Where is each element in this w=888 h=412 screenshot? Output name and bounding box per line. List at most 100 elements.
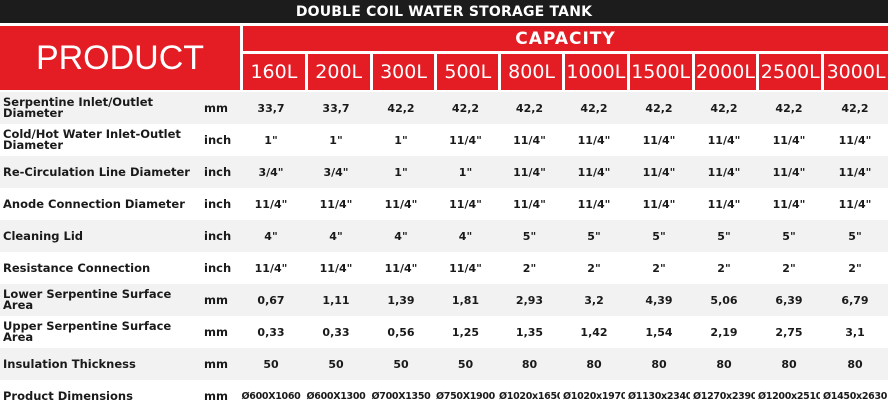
row-label: Serpentine Inlet/Outlet Diameter [3, 95, 154, 120]
table-cell: 2" [782, 261, 796, 275]
table-cell: 42,2 [841, 101, 869, 115]
table-cell: 11/4" [449, 133, 482, 147]
table-cell: Ø1130x2340 [628, 390, 690, 402]
table-cell: 5,06 [710, 293, 738, 307]
capacity-cell: 200L [307, 54, 370, 90]
table-cell: 11/4" [513, 133, 546, 147]
table-cell: 11/4" [772, 197, 806, 211]
table-cell: 0,33 [322, 325, 350, 339]
table-cell: 5" [522, 229, 537, 243]
table-cell: 11/4" [642, 165, 676, 179]
table-cell: 1" [394, 165, 408, 179]
table-cell: 80 [586, 357, 602, 371]
table-cell: 2" [587, 261, 601, 275]
table-cell: 5" [848, 229, 862, 243]
table-cell: 1,35 [515, 325, 544, 339]
table-cell: 42,2 [710, 101, 738, 115]
table-cell: Ø600X1060 [241, 390, 301, 402]
table-cell: 42,2 [580, 101, 608, 115]
capacity-cell: 1500L [629, 54, 692, 90]
row-label: Resistance Connection [3, 260, 151, 275]
table-cell: 11/4" [642, 133, 676, 147]
table-cell: 3/4" [258, 165, 284, 179]
table-cell: 11/4" [577, 133, 611, 147]
table-cell: 6,39 [775, 293, 803, 307]
table-cell: 2" [848, 261, 862, 275]
table-cell: 0,56 [387, 325, 415, 339]
row-label: Cleaning Lid [3, 228, 83, 243]
table-cell: 11/4" [838, 197, 872, 211]
table-cell: 6,79 [841, 293, 869, 307]
table-cell: 11/4" [513, 197, 546, 211]
table-cell: 11/4" [449, 197, 482, 211]
table-row: Re-Circulation Line Diameter inch 3/4" 3/4"… [0, 156, 888, 188]
table-cell: 2,19 [710, 325, 738, 339]
row-unit: inch [204, 165, 232, 179]
table-cell: 42,2 [387, 101, 415, 115]
table-cell: 42,2 [645, 101, 673, 115]
table-cell: 2" [652, 261, 666, 275]
table-cell: 5" [652, 229, 666, 243]
table-cell: 11/4" [319, 197, 353, 211]
row-label: Cold/Hot Water Inlet-Outlet Diameter [3, 127, 181, 152]
table-cell: Ø1200x2510 [758, 390, 820, 402]
table-cell: 5" [587, 229, 601, 243]
table-cell: 2,93 [515, 293, 544, 307]
table-cell: Ø600X1300 [306, 390, 366, 402]
table-cell: 1" [329, 133, 343, 147]
table-cell: 2" [717, 261, 731, 275]
table-cell: 5" [782, 229, 796, 243]
table-cell: 4" [264, 229, 278, 243]
table-cell: Ø1020x1970 [563, 390, 625, 402]
row-unit: inch [204, 133, 232, 147]
table-cell: Ø1020x1650 [499, 390, 560, 402]
table-cell: 11/4" [384, 261, 418, 275]
table-cell: 50 [263, 357, 279, 371]
table-row: Anode Connection Diameter inch 11/4" 11/4" 1… [0, 188, 888, 220]
table-cell: 5" [717, 229, 731, 243]
row-unit: mm [204, 325, 228, 339]
table-cell: 80 [521, 357, 538, 371]
table-cell: 11/4" [772, 133, 806, 147]
capacity-cell: 500L [437, 54, 499, 90]
table-cell: 80 [651, 357, 667, 371]
table-cell: 11/4" [642, 197, 676, 211]
capacity-cell: 2000L [694, 54, 757, 90]
row-label: Anode Connection Diameter [3, 196, 185, 211]
table-cell: 80 [847, 357, 863, 371]
table-cell: Ø700X1350 [371, 390, 431, 402]
table-cell: 0,33 [257, 325, 285, 339]
capacity-row: 160L 200L 300L 500L 800L 1000L 1500L 200… [243, 54, 888, 90]
table-cell: 33,7 [257, 101, 285, 115]
table-cell: 3/4" [323, 165, 349, 179]
table-cell: 42,2 [515, 101, 544, 115]
table-cell: 0,67 [257, 293, 285, 307]
table-row: Cleaning Lid inch 4" 4" 4" 4" 5" 5" 5" 5" 5" 5" [0, 220, 888, 252]
table-cell: 3,2 [584, 293, 604, 307]
table-cell: 4,39 [645, 293, 673, 307]
table-cell: 1,25 [451, 325, 480, 339]
table-cell: 11/4" [384, 197, 418, 211]
table-cell: 11/4" [707, 165, 741, 179]
table-cell: 33,7 [322, 101, 350, 115]
table-cell: 2,75 [775, 325, 803, 339]
table-row: Insulation Thickness mm 50 50 50 50 80 80 80 80 80… [0, 348, 888, 380]
table-cell: 80 [781, 357, 797, 371]
capacity-cell: 300L [372, 54, 435, 90]
row-label: Upper Serpentine Surface Area [3, 319, 172, 344]
table-cell: 50 [393, 357, 409, 371]
table-cell: 11/4" [319, 261, 353, 275]
sheet-title: DOUBLE COIL WATER STORAGE TANK [0, 0, 888, 23]
table-cell: 11/4" [838, 165, 872, 179]
table-cell: 11/4" [577, 197, 611, 211]
spec-rows: Serpentine Inlet/Outlet Diameter mm 33,7 33… [0, 92, 888, 412]
table-cell: 1,11 [322, 293, 350, 307]
table-cell: 11/4" [254, 197, 288, 211]
capacity-cell: 800L [501, 54, 562, 90]
capacity-cell: 3000L [824, 54, 888, 90]
row-label: Lower Serpentine Surface Area [3, 287, 172, 312]
table-cell: Ø750X1900 [436, 390, 495, 402]
capacity-cell: 1000L [564, 54, 627, 90]
capacity-cell: 2500L [759, 54, 822, 90]
